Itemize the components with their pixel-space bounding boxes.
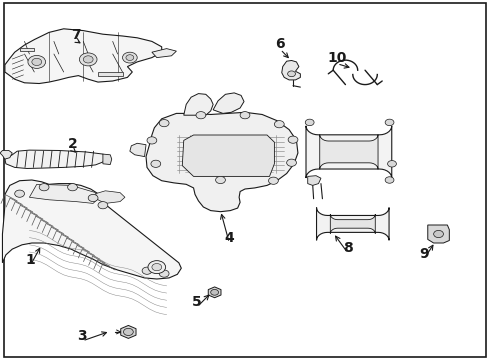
Polygon shape bbox=[130, 143, 146, 157]
Circle shape bbox=[79, 53, 97, 66]
Circle shape bbox=[39, 184, 49, 191]
Circle shape bbox=[142, 267, 152, 274]
Polygon shape bbox=[96, 191, 125, 203]
Polygon shape bbox=[208, 287, 221, 298]
Polygon shape bbox=[98, 72, 122, 76]
Circle shape bbox=[159, 120, 169, 127]
Circle shape bbox=[305, 119, 314, 126]
Text: 9: 9 bbox=[419, 247, 429, 261]
Text: 1: 1 bbox=[25, 253, 35, 267]
Circle shape bbox=[288, 71, 295, 77]
Text: 7: 7 bbox=[71, 28, 81, 42]
Circle shape bbox=[28, 55, 46, 68]
Text: 5: 5 bbox=[192, 295, 202, 309]
Circle shape bbox=[287, 159, 296, 166]
Text: 6: 6 bbox=[275, 37, 285, 51]
Text: 4: 4 bbox=[224, 231, 234, 244]
Polygon shape bbox=[29, 184, 98, 203]
Polygon shape bbox=[146, 112, 298, 212]
Polygon shape bbox=[308, 176, 321, 185]
Text: 3: 3 bbox=[77, 329, 87, 342]
Polygon shape bbox=[184, 94, 213, 115]
Circle shape bbox=[122, 52, 137, 63]
Circle shape bbox=[147, 137, 157, 144]
Polygon shape bbox=[0, 150, 12, 159]
Polygon shape bbox=[319, 135, 378, 169]
Circle shape bbox=[159, 270, 169, 277]
Circle shape bbox=[83, 56, 93, 63]
Circle shape bbox=[385, 177, 394, 183]
Polygon shape bbox=[428, 225, 449, 243]
Text: 8: 8 bbox=[343, 241, 353, 255]
Circle shape bbox=[151, 160, 161, 167]
Circle shape bbox=[15, 190, 24, 197]
Circle shape bbox=[211, 289, 219, 295]
Polygon shape bbox=[152, 49, 176, 58]
Polygon shape bbox=[20, 48, 34, 51]
Polygon shape bbox=[317, 207, 389, 240]
Circle shape bbox=[288, 136, 298, 143]
Circle shape bbox=[216, 176, 225, 184]
Polygon shape bbox=[5, 150, 105, 168]
Circle shape bbox=[68, 184, 77, 191]
Polygon shape bbox=[330, 214, 375, 234]
Circle shape bbox=[123, 328, 133, 336]
Text: 10: 10 bbox=[327, 51, 347, 65]
Circle shape bbox=[196, 112, 206, 119]
Polygon shape bbox=[182, 135, 274, 176]
Circle shape bbox=[388, 161, 396, 167]
Circle shape bbox=[240, 112, 250, 119]
Circle shape bbox=[152, 264, 162, 271]
Polygon shape bbox=[282, 60, 300, 80]
Polygon shape bbox=[121, 325, 136, 338]
Circle shape bbox=[126, 55, 134, 60]
Text: 2: 2 bbox=[68, 137, 77, 151]
Circle shape bbox=[385, 119, 394, 126]
Polygon shape bbox=[2, 180, 181, 279]
Circle shape bbox=[269, 177, 278, 184]
Circle shape bbox=[148, 261, 166, 274]
Polygon shape bbox=[5, 29, 162, 84]
Circle shape bbox=[88, 194, 98, 202]
Polygon shape bbox=[103, 154, 112, 165]
Circle shape bbox=[434, 230, 443, 238]
Circle shape bbox=[98, 202, 108, 209]
Polygon shape bbox=[213, 93, 244, 113]
Circle shape bbox=[274, 121, 284, 128]
Circle shape bbox=[32, 58, 42, 66]
Polygon shape bbox=[306, 126, 392, 178]
